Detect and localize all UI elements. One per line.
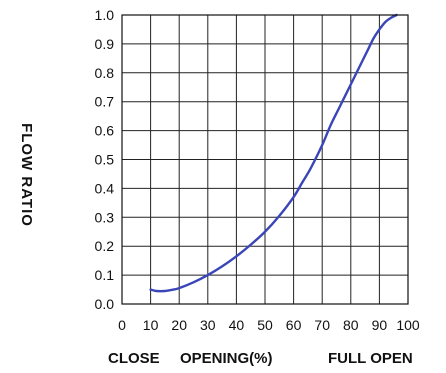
x-tick-label: 60 (286, 317, 302, 333)
data-point (150, 289, 152, 291)
data-point (373, 37, 375, 39)
x-tick-label: 0 (118, 317, 126, 333)
x-axis-title-opening: OPENING(%) (180, 350, 273, 367)
data-points (150, 14, 398, 292)
data-point (358, 66, 360, 68)
data-point (155, 290, 157, 292)
data-point (330, 124, 332, 126)
y-tick-label: 0.6 (95, 123, 115, 139)
x-tick-label: 70 (314, 317, 330, 333)
y-tick-label: 0.4 (95, 180, 115, 196)
y-tick-label: 0.3 (95, 209, 115, 225)
y-tick-label: 0.9 (95, 36, 115, 52)
y-tick-label: 0.1 (95, 267, 115, 283)
data-point (378, 28, 380, 30)
y-axis-title: FLOW RATIO (18, 123, 35, 227)
x-tick-label: 20 (171, 317, 187, 333)
y-tick-label: 0.2 (95, 238, 115, 254)
data-point (338, 106, 340, 108)
flow-curve (149, 13, 398, 293)
tick-labels: 0 10 20 30 40 50 60 70 80 90 100 0.0 0.1 0.2 0.3 0.4 0.5… (95, 7, 420, 333)
x-tick-label: 80 (343, 317, 359, 333)
data-point (390, 17, 392, 19)
data-point (278, 215, 280, 217)
data-point (384, 21, 386, 23)
x-axis-title-full-open: FULL OPEN (328, 350, 413, 367)
data-point (193, 281, 195, 283)
x-tick-label: 90 (372, 317, 388, 333)
data-point (164, 290, 166, 292)
data-point (350, 83, 352, 85)
data-point (178, 287, 180, 289)
x-tick-label: 50 (257, 317, 273, 333)
plot-frame (121, 14, 409, 305)
data-point (264, 231, 266, 233)
data-point (250, 244, 252, 246)
data-point (207, 274, 209, 276)
series-layer (149, 13, 398, 293)
data-point (235, 255, 237, 257)
grid (121, 14, 409, 305)
data-point (221, 265, 223, 267)
x-tick-label: 30 (200, 317, 216, 333)
y-tick-label: 0.7 (95, 94, 115, 110)
data-point (321, 144, 323, 146)
y-tick-label: 0.0 (95, 296, 115, 312)
x-axis-title-close: CLOSE (108, 350, 160, 367)
x-tick-label: 100 (396, 317, 420, 333)
y-tick-label: 1.0 (95, 7, 115, 23)
y-tick-label: 0.5 (95, 152, 115, 168)
data-point (310, 167, 312, 169)
data-point (301, 182, 303, 184)
x-tick-label: 40 (229, 317, 245, 333)
data-point (172, 289, 174, 291)
data-point (367, 49, 369, 51)
data-point (293, 196, 295, 198)
y-tick-label: 0.8 (95, 65, 115, 81)
x-tick-label: 10 (143, 317, 159, 333)
